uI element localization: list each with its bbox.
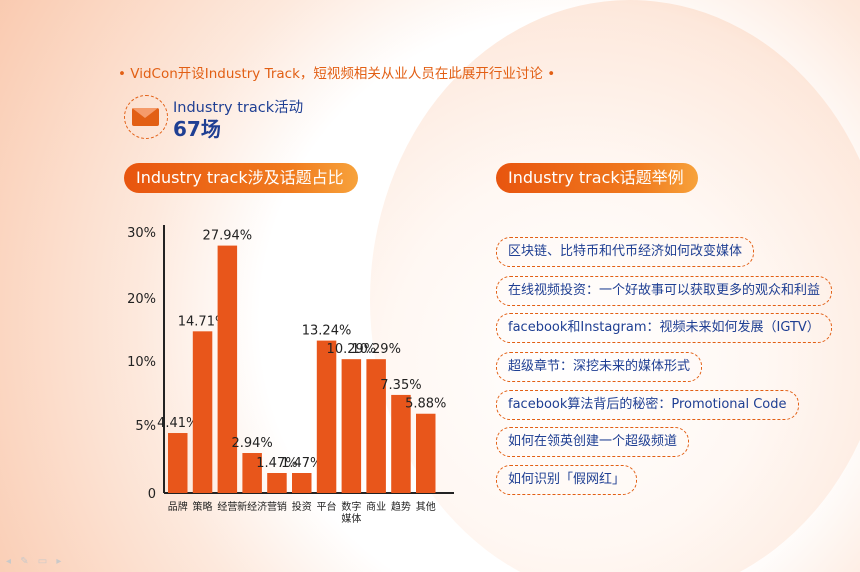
bar-value-label: 27.94%	[203, 229, 253, 244]
bar	[416, 413, 436, 493]
x-tick-label: 营销	[267, 500, 287, 513]
bar	[168, 433, 188, 493]
bar-value-label: 14.71%	[178, 314, 228, 329]
mail-icon-badge	[124, 95, 168, 139]
topic-item: facebook和Instagram：视频未来如何发展（IGTV）	[496, 313, 832, 343]
event-label: Industry track活动	[173, 100, 304, 116]
x-tick-label: 商业	[366, 500, 386, 513]
bar-value-label: 13.24%	[302, 324, 352, 339]
bar-value-label: 5.88%	[405, 397, 446, 412]
left-section-title: Industry track涉及话题占比	[124, 163, 358, 193]
topic-item: facebook算法背后的秘密：Promotional Code	[496, 390, 799, 420]
x-tick-label: 品牌	[168, 500, 188, 513]
y-tick-label: 0	[148, 487, 156, 502]
topic-item: 如何在领英创建一个超级频道	[496, 427, 690, 457]
y-tick-label: 30%	[127, 226, 156, 241]
y-tick-label: 20%	[127, 292, 156, 307]
x-tick-label: 其他	[416, 500, 436, 513]
x-tick-label: 新经济	[237, 500, 267, 513]
topic-item: 区块链、比特币和代币经济如何改变媒体	[496, 237, 755, 267]
bar-value-label: 1.47%	[256, 456, 297, 471]
bar-value-label: 10.29%	[327, 342, 377, 357]
decorative-circle	[370, 0, 860, 572]
bar	[366, 359, 386, 493]
bar-value-label: 7.35%	[380, 378, 421, 393]
topic-item: 在线视频投资：一个好故事可以获取更多的观众和利益	[496, 276, 833, 306]
event-count: 67场	[173, 117, 221, 141]
x-tick-label: 数字媒体	[341, 500, 361, 525]
bar	[242, 453, 262, 493]
bar	[391, 394, 411, 493]
header-line: • VidCon开设Industry Track，短视频相关从业人员在此展开行业…	[118, 66, 556, 82]
bar	[267, 473, 287, 493]
x-tick-label: 经营	[217, 500, 237, 513]
bar	[341, 359, 362, 493]
bar-value-label: 2.94%	[231, 436, 272, 451]
bar-value-label: 1.47%	[281, 456, 322, 471]
x-tick-label: 投资	[292, 500, 312, 513]
bar	[292, 473, 312, 493]
bar	[316, 340, 337, 493]
topic-item: 超级章节：深挖未来的媒体形式	[496, 352, 703, 382]
x-tick-label: 平台	[317, 500, 337, 513]
bar-value-label: 10.29%	[351, 342, 401, 357]
bar	[217, 245, 238, 493]
x-tick-label: 趋势	[391, 500, 411, 513]
bar	[192, 331, 213, 493]
presentation-toolbar[interactable]: ◂ ✎ ▭ ▸	[6, 556, 65, 567]
y-tick-label: 5%	[135, 419, 156, 434]
bar-value-label: 4.41%	[157, 416, 198, 431]
topic-item: 如何识别「假网红」	[496, 465, 638, 495]
y-tick-label: 10%	[127, 355, 156, 370]
right-section-title: Industry track话题举例	[496, 163, 698, 193]
x-tick-label: 策略	[193, 500, 213, 513]
mail-icon	[132, 108, 159, 126]
